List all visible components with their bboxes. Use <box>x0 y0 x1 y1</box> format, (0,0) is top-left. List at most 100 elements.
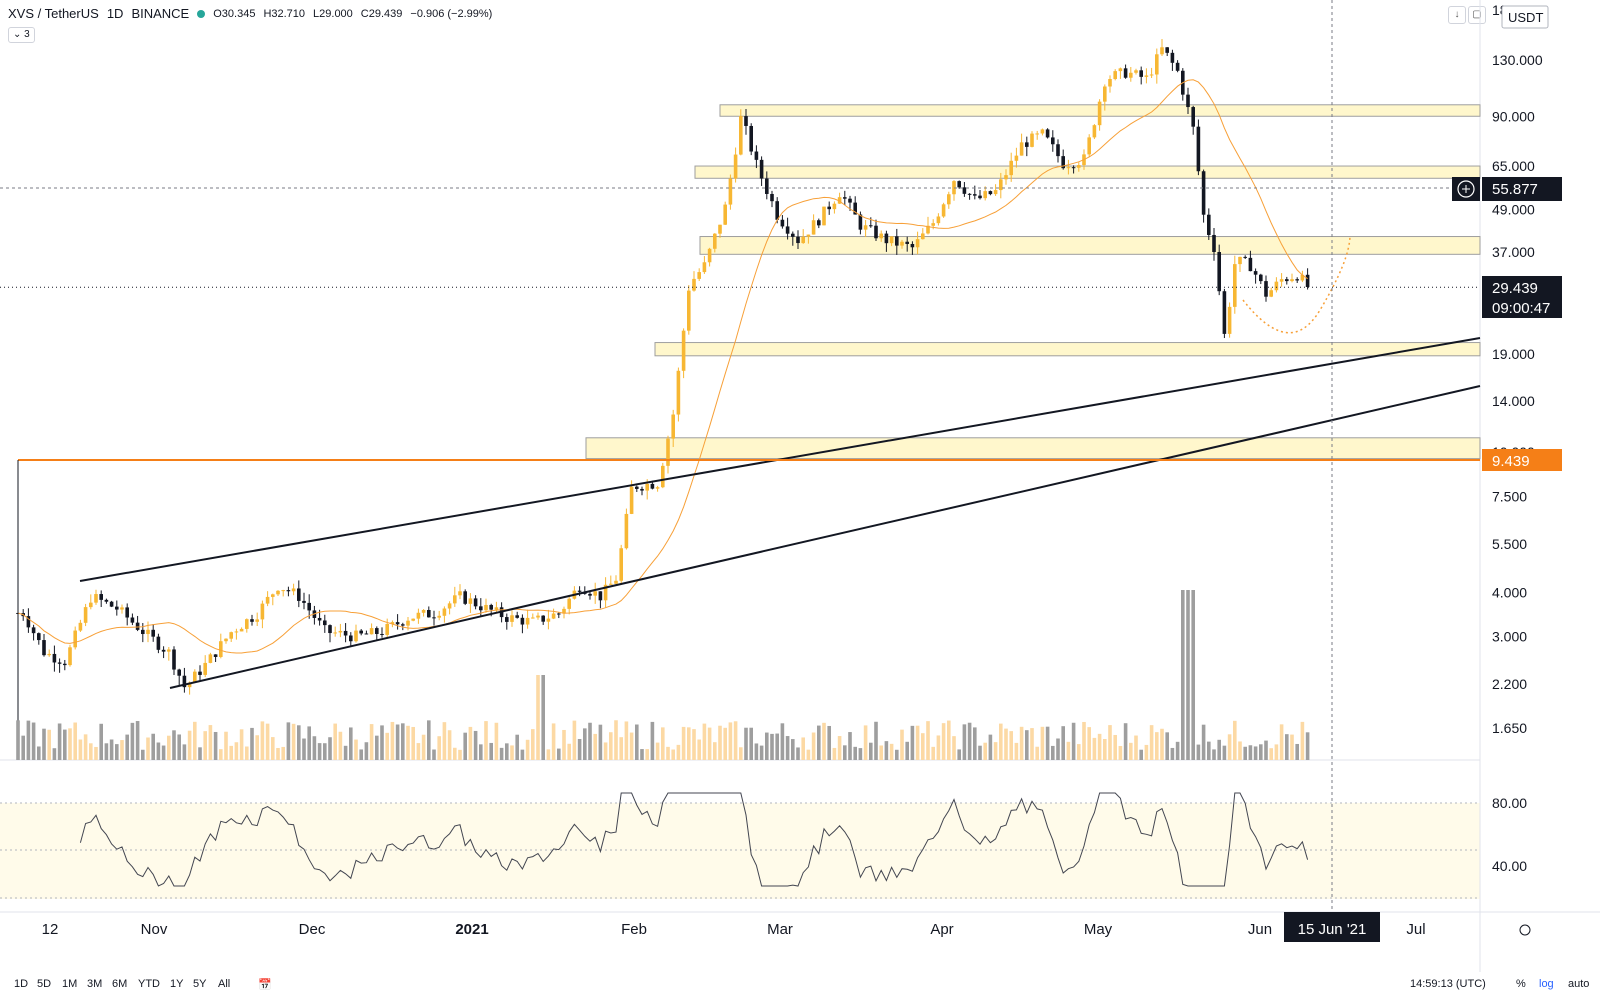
candle-body <box>219 641 223 657</box>
volume-bar <box>759 745 764 760</box>
candle-body <box>687 290 691 331</box>
candle-body <box>593 591 597 596</box>
candle-body <box>1077 165 1081 168</box>
volume-bar <box>889 743 894 760</box>
candle-body <box>343 630 348 636</box>
candle-body <box>978 195 982 199</box>
timeframe-button[interactable]: 5D <box>37 978 52 990</box>
volume-bar <box>973 727 977 760</box>
candle-body <box>437 615 441 618</box>
x-tick-label: Dec <box>299 921 326 938</box>
candle-body <box>973 194 977 196</box>
timeframe-button[interactable]: 1D <box>14 978 29 990</box>
candle-body <box>1274 281 1279 291</box>
volume-bar <box>37 746 41 760</box>
candle-body <box>962 187 967 194</box>
candle-body <box>328 625 332 634</box>
last-price-label-bg <box>1482 276 1562 318</box>
candle-body <box>1014 155 1019 161</box>
volume-bar <box>1108 725 1112 760</box>
candle-body <box>1212 234 1216 253</box>
timeframe-button[interactable]: 1Y <box>170 978 184 990</box>
candle-body <box>1217 252 1221 292</box>
volume-bar <box>364 742 369 760</box>
candle-body <box>26 616 31 628</box>
volume-bar <box>468 726 473 760</box>
calendar-icon[interactable]: 📅 <box>258 979 272 991</box>
candle-body <box>1248 257 1253 272</box>
candle-body <box>31 627 36 634</box>
timeframe-button[interactable]: 3M <box>87 978 103 990</box>
volume-bar <box>505 743 509 760</box>
candle-body <box>442 608 447 616</box>
auto-toggle[interactable]: auto <box>1568 978 1590 990</box>
crosshair-date-label: 15 Jun '21 <box>1298 921 1367 938</box>
volume-bar <box>936 735 941 760</box>
candle-body <box>567 598 571 609</box>
volume-bar <box>650 721 655 760</box>
volume-bar <box>1285 734 1289 760</box>
candle-body <box>931 223 935 226</box>
candle-body <box>967 193 972 195</box>
volume-bar <box>510 745 514 760</box>
interval-label[interactable]: 1D <box>106 6 124 21</box>
candle-body <box>229 632 233 639</box>
percent-toggle[interactable]: % <box>1516 978 1526 990</box>
volume-bar <box>749 727 753 760</box>
candle-body <box>915 239 920 248</box>
candle-body <box>1259 274 1263 282</box>
candle-body <box>1030 133 1034 147</box>
y-tick-label: 4.000 <box>1492 585 1527 601</box>
log-toggle[interactable]: log <box>1539 978 1554 990</box>
volume-bar <box>317 743 322 760</box>
symbol-name[interactable]: XVS / TetherUS <box>8 6 99 21</box>
volume-bar <box>723 727 727 760</box>
indicator-toggle[interactable]: ⌄ 3 <box>8 27 35 43</box>
volume-bar <box>307 726 311 760</box>
volume-bar <box>671 749 675 760</box>
candle-body <box>957 181 961 188</box>
volume-bar <box>68 728 72 760</box>
volume-bar <box>333 723 337 760</box>
volume-bar <box>187 730 192 760</box>
volume-bar <box>73 722 77 760</box>
candle-body <box>1123 68 1128 78</box>
candle-body <box>1290 279 1294 282</box>
volume-bar <box>713 742 717 760</box>
projection-path <box>1242 234 1351 334</box>
volume-bar <box>1019 726 1024 760</box>
timeframe-button[interactable]: All <box>218 978 231 990</box>
resistance-zone <box>699 236 1481 255</box>
volume-bar <box>447 730 452 760</box>
candle-body <box>271 594 275 597</box>
volume-bar <box>1196 744 1201 760</box>
volume-bar <box>453 747 457 760</box>
candle-body <box>1222 291 1227 334</box>
volume-bar <box>1077 744 1081 760</box>
candle-body <box>411 618 415 621</box>
volume-bar <box>978 745 982 760</box>
candle-body <box>203 662 207 675</box>
utc-clock[interactable]: 14:59:13 (UTC) <box>1410 978 1486 990</box>
timeframe-button[interactable]: YTD <box>138 978 160 990</box>
download-icon[interactable]: ↓ <box>1448 6 1466 24</box>
volume-bar <box>1123 723 1128 760</box>
timeframe-button[interactable]: 5Y <box>193 978 207 990</box>
price-chart[interactable]: 130.000 90.000 65.000 49.000 37.000 19.000 14.… <box>0 0 1600 972</box>
fullscreen-icon[interactable]: ▢ <box>1468 6 1486 24</box>
y-tick-label: 14.000 <box>1492 393 1535 409</box>
timeframe-button[interactable]: 6M <box>112 978 128 990</box>
candle-body <box>1009 160 1013 176</box>
volume-bar <box>265 723 270 760</box>
volume-bar <box>437 736 441 760</box>
last-price-label: 29.439 <box>1492 280 1538 297</box>
volume-bars <box>16 590 1310 760</box>
volume-bar <box>442 722 447 760</box>
timeframe-button[interactable]: 1M <box>62 978 78 990</box>
candle-body <box>1295 279 1299 281</box>
candle-body <box>78 622 83 631</box>
volume-bar <box>1129 742 1133 760</box>
volume-bar <box>276 747 280 760</box>
resistance-zone <box>585 437 1481 460</box>
candle-body <box>598 591 603 601</box>
